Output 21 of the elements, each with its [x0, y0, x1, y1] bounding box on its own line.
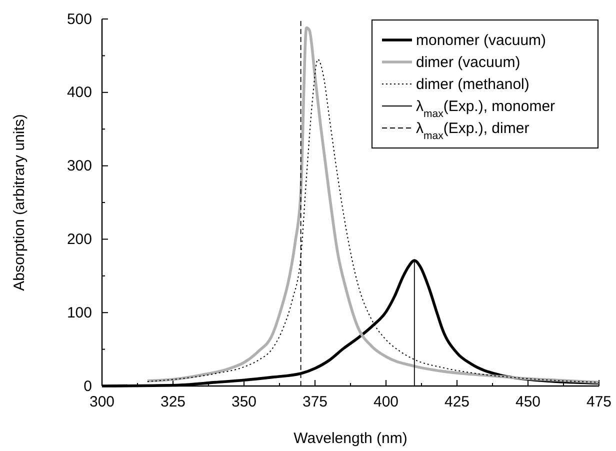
x-tick-label: 475 [586, 394, 612, 411]
x-axis-title: Wavelength (nm) [294, 430, 408, 447]
legend-label: dimer (methanol) [416, 76, 530, 93]
x-tick-label: 450 [515, 394, 541, 411]
x-tick-label: 300 [89, 394, 115, 411]
y-tick-label: 500 [66, 10, 92, 28]
y-tick-label: 0 [84, 378, 92, 395]
y-tick-label: 400 [66, 84, 92, 102]
x-tick-label: 375 [302, 394, 328, 411]
y-axis-title: Absorption (arbitrary units) [11, 114, 28, 291]
y-tick-label: 100 [66, 304, 92, 322]
legend-label: monomer (vacuum) [416, 32, 546, 49]
x-tick-label: 350 [231, 394, 257, 411]
x-tick-label: 325 [160, 394, 186, 411]
x-tick-label: 400 [373, 394, 399, 411]
legend-label: λ$_{max}$(Exp.), dimer [416, 120, 530, 142]
y-tick-label: 300 [66, 158, 92, 175]
x-tick-label: 425 [444, 394, 470, 411]
legend-label: dimer (vacuum) [416, 54, 520, 71]
legend-label: λ$_{max}$(Exp.), monomer [416, 98, 556, 120]
y-tick-label: 200 [66, 231, 92, 248]
